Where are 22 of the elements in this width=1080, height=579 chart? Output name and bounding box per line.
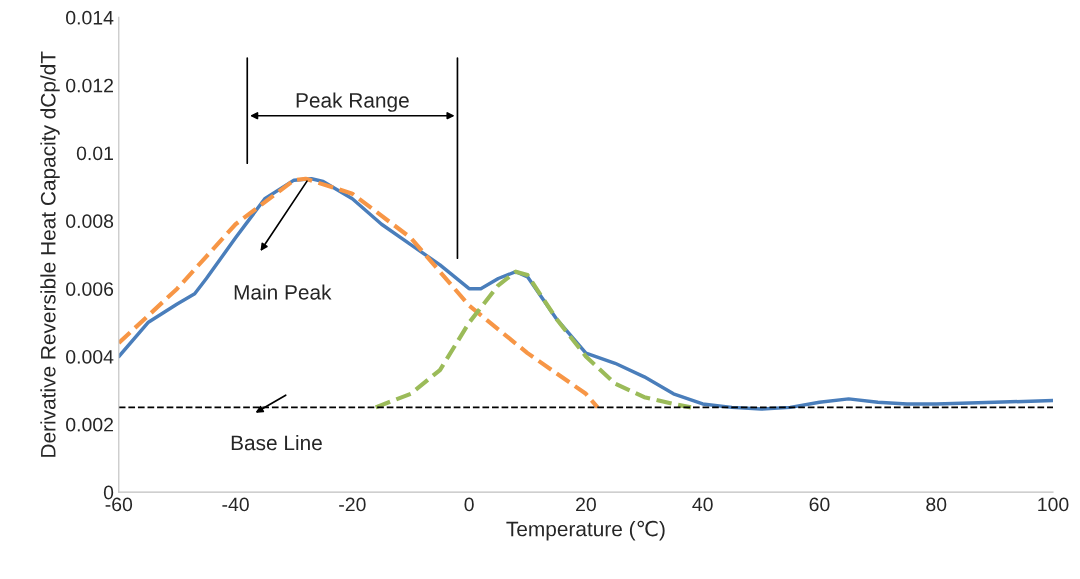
y-tick-label: 0.01 (76, 146, 113, 161)
x-tick-label: -40 (222, 497, 249, 512)
annotation: Main Peak (234, 284, 332, 300)
annotation: Base Line (231, 434, 322, 451)
x-tick-label: 20 (576, 497, 596, 512)
y-tick-label: 0.006 (66, 282, 114, 296)
annotation: Peak Range (296, 92, 409, 112)
y-tick-label: 0.012 (66, 78, 113, 93)
y-axis-title: Derivative Reversible Heat Capacity dCp/dT (40, 51, 60, 457)
x-tick-label: 0 (464, 497, 474, 512)
x-axis-title: Temperature (℃) (506, 520, 665, 541)
y-tick-label: 0.014 (66, 10, 114, 25)
x-tick-label: 80 (926, 497, 947, 512)
x-tick-label: 40 (692, 497, 713, 512)
y-tick-label: 0.008 (66, 214, 114, 229)
x-tick-label: -20 (339, 497, 366, 512)
x-tick-label: 100 (1038, 497, 1069, 512)
x-tick-label: 60 (809, 497, 830, 512)
y-tick-label: 0.004 (66, 349, 114, 364)
line-series (118, 176, 600, 410)
y-tick-label: 0.002 (66, 417, 113, 432)
line-series (373, 269, 694, 410)
